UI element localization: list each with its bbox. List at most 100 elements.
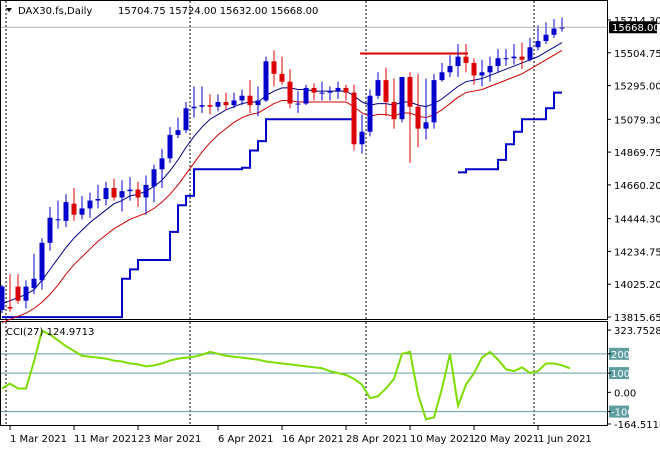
- candle: [143, 175, 149, 215]
- candle: [519, 42, 525, 70]
- candle: [175, 117, 181, 138]
- candle: [119, 180, 125, 212]
- cci-axis-label: 323.7528: [614, 326, 660, 337]
- candle: [271, 50, 277, 87]
- candle: [231, 92, 237, 109]
- cci-axis-label: 0.00: [614, 388, 636, 399]
- candle: [239, 89, 245, 106]
- candle: [39, 238, 45, 290]
- current-price-label: 15668.00: [612, 23, 660, 34]
- candlestick-series: [0, 17, 565, 314]
- candle: [287, 69, 293, 109]
- cci-axis-label: 200: [611, 350, 630, 361]
- fast-ma-line: [1, 42, 563, 305]
- price-axis-label: 13815.65: [614, 313, 660, 324]
- cci-axis-label: 100: [611, 369, 630, 380]
- candle: [351, 84, 357, 151]
- candle: [431, 73, 437, 129]
- symbol-label: DAX30.fs,Daily: [18, 6, 92, 17]
- candle: [487, 56, 493, 82]
- dropdown-triangle-icon[interactable]: [6, 8, 12, 12]
- candle: [23, 280, 29, 309]
- candle: [439, 62, 445, 82]
- period-separators: [5, 1, 535, 426]
- candle: [551, 19, 557, 38]
- candle: [31, 253, 37, 295]
- candle: [135, 181, 141, 207]
- candle: [511, 44, 517, 65]
- support-trail: [2, 91, 562, 319]
- cci-axis-label: -100: [611, 408, 634, 419]
- candle: [535, 25, 541, 51]
- date-axis-label: 11 Mar 2021: [74, 434, 137, 445]
- candle: [87, 192, 93, 218]
- date-axis-label: 1 Jun 2021: [538, 434, 592, 445]
- candle: [191, 86, 197, 118]
- candle: [15, 274, 21, 304]
- candle: [359, 114, 365, 154]
- cci-line: [1, 329, 571, 421]
- date-axis-label: 16 Apr 2021: [282, 434, 344, 445]
- candle: [263, 56, 269, 103]
- axes: 15714.3015504.7515295.0015079.3014869.75…: [1, 16, 660, 445]
- candle: [559, 17, 565, 32]
- candle: [183, 102, 189, 134]
- candle: [79, 195, 85, 220]
- candle: [527, 37, 533, 62]
- candle: [463, 44, 469, 73]
- candle: [215, 94, 221, 112]
- candle: [471, 58, 477, 85]
- candle: [295, 91, 301, 113]
- price-axis-label: 14025.20: [614, 280, 660, 291]
- chart-header: DAX30.fs,Daily 15704.75 15724.00 15632.0…: [6, 6, 318, 17]
- moving-averages: [1, 42, 563, 324]
- date-axis-label: 20 May 2021: [474, 434, 539, 445]
- candle: [543, 22, 549, 45]
- candle: [319, 81, 325, 101]
- candle: [335, 81, 341, 99]
- candle: [167, 127, 173, 164]
- candle: [399, 76, 405, 123]
- candle: [327, 86, 333, 101]
- price-axis-label: 14660.20: [614, 181, 660, 192]
- cci-line-group: [1, 329, 571, 421]
- slow-ma-line: [1, 49, 563, 324]
- candle: [159, 148, 165, 189]
- candle: [63, 194, 69, 228]
- date-axis-label: 10 May 2021: [410, 434, 475, 445]
- candle: [415, 73, 421, 148]
- support-trail-line: [2, 118, 354, 319]
- date-axis-label: 23 Mar 2021: [138, 434, 201, 445]
- price-axis-label: 14444.30: [614, 215, 660, 226]
- candle: [127, 177, 133, 201]
- cci-axis-label: -164.5118: [614, 420, 660, 431]
- current-price-marker: [609, 21, 657, 34]
- date-axis-label: 1 Mar 2021: [10, 434, 67, 445]
- candle: [383, 67, 389, 117]
- price-axis-label: 15079.30: [614, 115, 660, 126]
- support-trail-line: [458, 91, 562, 174]
- candle: [479, 59, 485, 87]
- candle: [7, 274, 13, 312]
- candle: [391, 78, 397, 129]
- candle: [55, 200, 61, 229]
- date-axis-label: 6 Apr 2021: [218, 434, 273, 445]
- candle: [111, 178, 117, 201]
- cci-title-label: CCI(27) 124.9713: [6, 327, 94, 338]
- ohlc-label: 15704.75 15724.00 15632.00 15668.00: [118, 6, 318, 17]
- candle: [71, 188, 77, 221]
- candle: [199, 86, 205, 113]
- candle: [503, 48, 509, 67]
- candle: [447, 55, 453, 77]
- candle: [255, 86, 261, 117]
- price-axis-label: 14234.75: [614, 247, 660, 258]
- candle: [407, 72, 413, 164]
- candle: [151, 164, 157, 203]
- candle: [375, 72, 381, 99]
- candle: [0, 285, 5, 314]
- candle: [343, 84, 349, 101]
- candle: [367, 89, 373, 137]
- candle: [103, 181, 109, 206]
- price-axis-label: 15295.00: [614, 82, 660, 93]
